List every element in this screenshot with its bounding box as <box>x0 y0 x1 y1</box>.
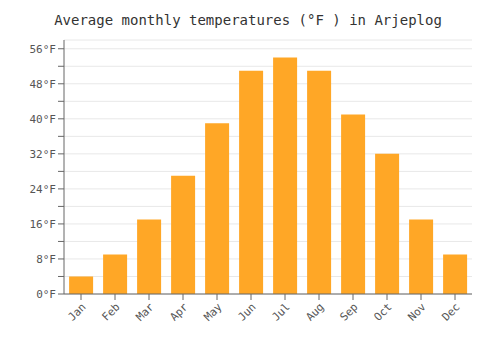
svg-text:Aug: Aug <box>303 300 326 323</box>
svg-text:32°F: 32°F <box>30 148 57 161</box>
svg-text:0°F: 0°F <box>36 288 56 301</box>
svg-text:Feb: Feb <box>99 300 122 323</box>
svg-text:Nov: Nov <box>405 300 429 324</box>
svg-text:Dec: Dec <box>439 300 462 323</box>
svg-text:Jul: Jul <box>269 300 292 323</box>
svg-text:Sep: Sep <box>337 300 360 323</box>
svg-text:48°F: 48°F <box>30 78 57 91</box>
svg-text:56°F: 56°F <box>30 43 57 56</box>
svg-text:Jun: Jun <box>235 300 258 323</box>
html-text:Average monthly temperatures (: Average monthly temperatures (°F ) in Ar… <box>54 12 442 28</box>
svg-text:Jan: Jan <box>65 300 88 323</box>
svg-text:40°F: 40°F <box>30 113 57 126</box>
svg-text:Mar: Mar <box>133 300 157 324</box>
svg-text:Oct: Oct <box>371 300 394 323</box>
svg-text:May: May <box>201 300 225 324</box>
svg-text:16°F: 16°F <box>30 218 57 231</box>
svg-text:24°F: 24°F <box>30 183 57 196</box>
svg-text:8°F: 8°F <box>36 253 56 266</box>
svg-text:Apr: Apr <box>167 300 191 324</box>
